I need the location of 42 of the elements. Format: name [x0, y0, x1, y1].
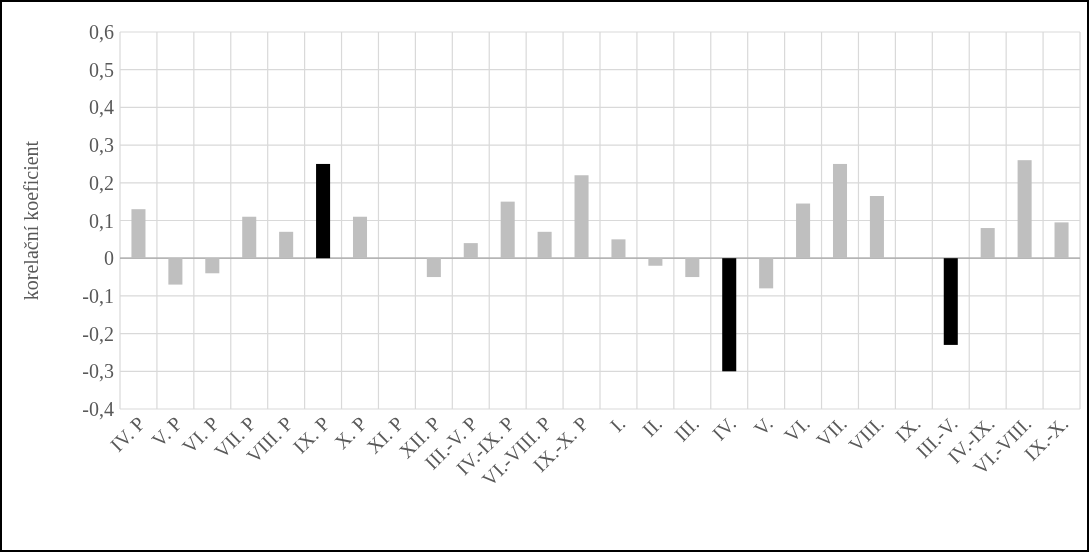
y-tick-label: 0,5	[89, 58, 114, 81]
bar	[1054, 222, 1069, 259]
y-tick-label: -0,1	[82, 284, 114, 307]
bar	[722, 258, 737, 372]
bar	[352, 216, 368, 259]
y-tick-label: -0,3	[82, 360, 114, 383]
bar	[131, 209, 146, 259]
bar	[1017, 160, 1032, 259]
bar	[168, 258, 183, 285]
x-tick-label: I.	[605, 412, 630, 437]
bar	[316, 163, 331, 259]
bar	[796, 203, 811, 259]
bar	[943, 258, 958, 345]
x-tick-label: II.	[637, 412, 667, 441]
y-tick-label: -0,2	[82, 322, 114, 345]
bar	[500, 201, 515, 259]
y-tick-label: 0,6	[89, 21, 114, 43]
bar	[759, 258, 774, 289]
x-tick-label: VI.	[779, 412, 814, 447]
bar	[279, 231, 294, 259]
bar	[205, 258, 220, 274]
bar	[537, 231, 552, 259]
bar	[242, 216, 257, 259]
bar	[980, 228, 995, 259]
bar	[832, 163, 848, 259]
bar	[611, 239, 626, 259]
y-tick-label: 0,4	[89, 96, 114, 119]
x-tick-label: V.	[749, 412, 777, 440]
bar	[426, 258, 441, 278]
bar	[648, 258, 663, 266]
x-tick-label: IV.	[707, 412, 741, 445]
bar	[574, 175, 589, 259]
y-tick-label: 0,3	[89, 134, 114, 157]
bar	[869, 196, 884, 259]
y-axis-title: korelační koeficient	[20, 140, 42, 301]
y-tick-label: 0,2	[89, 171, 114, 194]
bar	[685, 258, 700, 278]
y-tick-label: 0	[104, 247, 114, 270]
bar	[463, 243, 478, 259]
x-tick-label: III.	[669, 412, 704, 446]
y-tick-label: 0,1	[89, 209, 114, 232]
y-tick-label: -0,4	[82, 398, 114, 420]
